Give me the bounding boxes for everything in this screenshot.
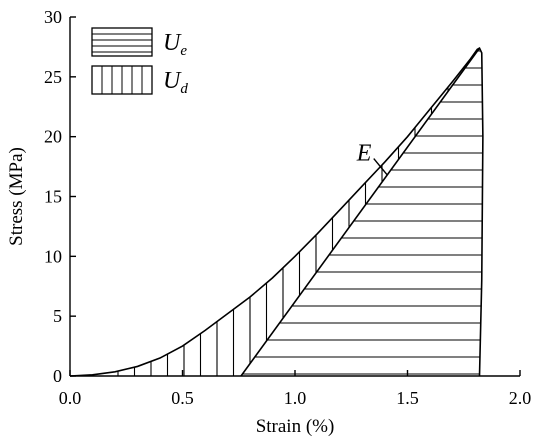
legend-swatch	[91, 27, 153, 57]
x-tick-label: 0.0	[59, 388, 82, 408]
y-tick-label: 25	[44, 67, 62, 87]
x-tick-label: 1.5	[396, 388, 419, 408]
y-tick-label: 10	[44, 246, 62, 266]
y-axis-title: Stress (MPa)	[6, 147, 27, 246]
annotation-e-leader	[373, 158, 388, 176]
y-tick-label: 15	[44, 187, 62, 207]
annotation-e: E	[356, 141, 388, 176]
legend-label: Ue	[163, 30, 187, 59]
y-tick-label: 5	[53, 306, 62, 326]
y-tick-label: 0	[53, 366, 62, 386]
annotation-e-label: E	[356, 141, 372, 167]
legend-swatch	[91, 65, 153, 95]
x-axis-ticks: 0.0 0.5 1.0 1.5 2.0	[59, 370, 532, 408]
elastic-modulus-line	[240, 47, 481, 377]
stress-strain-curve	[69, 47, 484, 377]
x-tick-label: 1.0	[284, 388, 307, 408]
y-axis-ticks: 0 5 10 15 20 25 30	[44, 7, 76, 386]
legend-label: Ud	[163, 68, 188, 97]
x-axis-title: Strain (%)	[256, 416, 335, 437]
x-tick-label: 0.5	[171, 388, 194, 408]
legend-item: Ue	[91, 27, 187, 59]
y-tick-label: 30	[44, 7, 62, 27]
legend-item: Ud	[91, 65, 188, 97]
y-tick-label: 20	[44, 127, 62, 147]
x-tick-label: 2.0	[509, 388, 532, 408]
legend: Ue Ud	[91, 27, 188, 97]
